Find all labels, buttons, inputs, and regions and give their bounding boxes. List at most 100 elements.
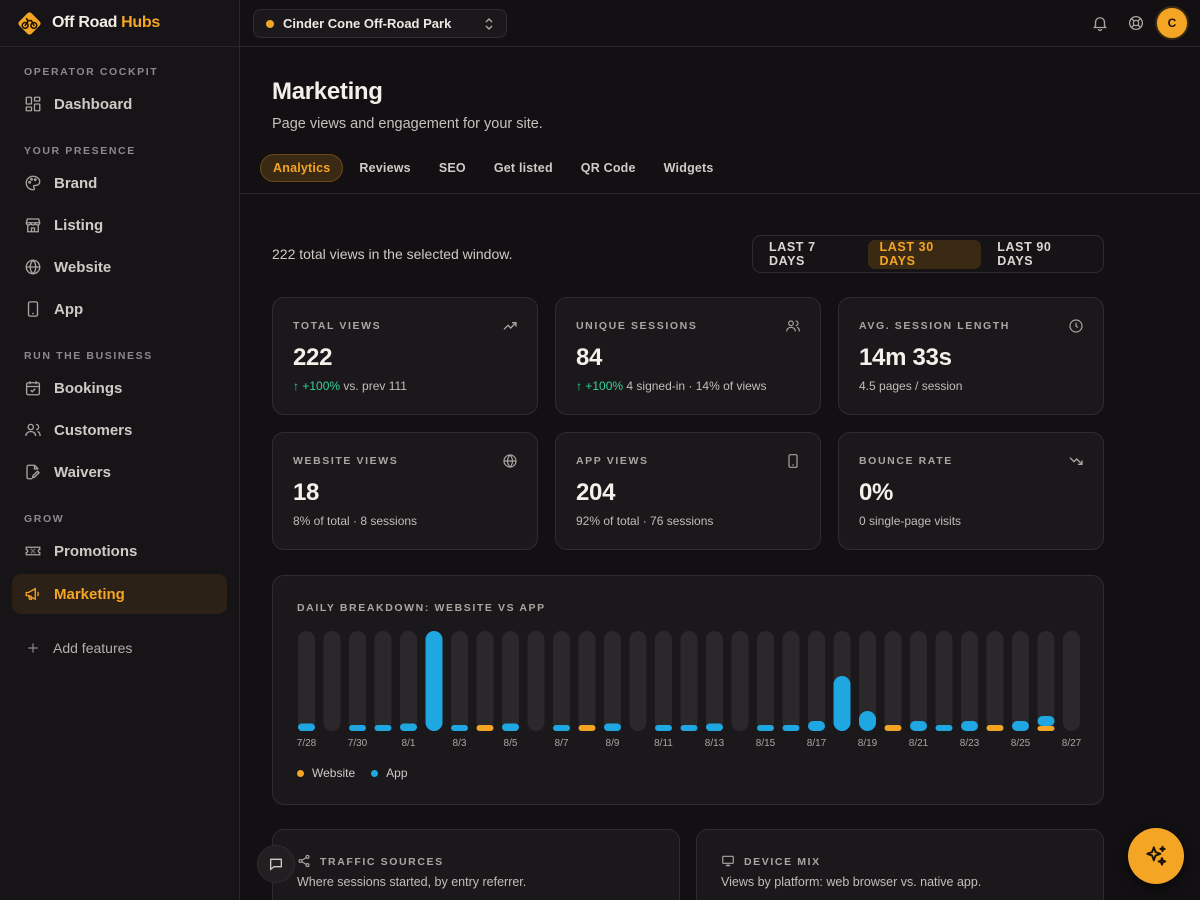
bar-app[interactable] <box>604 723 621 732</box>
bar-app[interactable] <box>349 725 366 731</box>
x-tick-label: 8/13 <box>705 738 725 749</box>
sidebar-item-customers[interactable]: Customers <box>12 410 227 450</box>
bar-app[interactable] <box>757 725 774 731</box>
bar-website[interactable] <box>986 725 1004 731</box>
stat-value: 0% <box>859 479 894 506</box>
bar-app[interactable] <box>655 725 672 731</box>
chart-plot: 7/28 7/30 8/1 8/3 8/5 8/7 8/9 8/11 8/13 8/15 8/17 8… <box>297 631 1082 749</box>
sidebar-item-listing[interactable]: Listing <box>12 205 227 245</box>
bar-track <box>935 631 953 731</box>
stat-delta: ↑ +100% <box>576 379 624 393</box>
stat-note: ↑ +100% vs. prev 111 <box>293 379 407 393</box>
bar-track <box>961 631 978 731</box>
sidebar-item-marketing[interactable]: Marketing <box>12 574 227 614</box>
range-last-7-days[interactable]: LAST 7 DAYS <box>769 240 816 268</box>
site-selector[interactable]: Cinder Cone Off-Road Park <box>253 9 507 38</box>
avatar[interactable]: C <box>1155 6 1189 40</box>
clock-icon <box>1069 319 1083 333</box>
stat-value: 84 <box>576 344 603 371</box>
x-tick-label: 7/28 <box>297 738 317 749</box>
sidebar-item-label: Listing <box>54 216 104 234</box>
bar-app[interactable] <box>706 723 723 732</box>
bar-app[interactable] <box>961 721 978 731</box>
file-sign-icon <box>26 464 40 480</box>
x-tick-label: 8/15 <box>756 738 776 749</box>
sidebar-item-label: Website <box>54 258 112 276</box>
bar-app[interactable] <box>782 725 800 731</box>
tab-get-listed[interactable]: Get listed <box>493 161 553 175</box>
add-features-button[interactable]: Add features <box>12 628 227 668</box>
x-tick-label: 8/23 <box>960 738 980 749</box>
x-tick-label: 8/19 <box>858 738 878 749</box>
bar-track <box>400 631 417 731</box>
help-icon[interactable] <box>1127 14 1145 32</box>
bar-track <box>1037 631 1055 731</box>
bar-website[interactable] <box>884 725 902 731</box>
bar-app[interactable] <box>808 721 825 731</box>
tab-reviews[interactable]: Reviews <box>359 161 411 175</box>
x-tick-label: 8/21 <box>909 738 929 749</box>
chat-button[interactable] <box>257 845 295 883</box>
bar-app[interactable] <box>1037 716 1055 726</box>
bar-app[interactable] <box>298 723 315 732</box>
ai-assistant-button[interactable] <box>1128 828 1184 884</box>
stat-label: BOUNCE RATE <box>859 455 953 467</box>
bar-app[interactable] <box>859 711 876 731</box>
card-title: TRAFFIC SOURCES <box>320 856 444 868</box>
palette-icon <box>25 175 41 191</box>
bar-track <box>1012 631 1029 731</box>
sidebar-item-label: App <box>54 300 84 318</box>
bar-track <box>323 631 341 731</box>
bar-app[interactable] <box>680 725 698 731</box>
page-title: Marketing <box>272 78 383 105</box>
sidebar-item-brand[interactable]: Brand <box>12 163 227 203</box>
tab-analytics[interactable]: Analytics <box>260 154 344 182</box>
bar-app[interactable] <box>374 725 392 731</box>
plus-icon <box>28 643 38 653</box>
calendar-icon <box>25 381 41 396</box>
bar-track <box>451 631 468 731</box>
bell-icon[interactable] <box>1091 14 1109 32</box>
bar-website[interactable] <box>476 725 494 731</box>
tab-widgets[interactable]: Widgets <box>663 161 714 175</box>
bar-app[interactable] <box>425 631 443 731</box>
tab-seo[interactable]: SEO <box>438 161 466 175</box>
bar-app[interactable] <box>400 723 417 732</box>
range-last-30-days[interactable]: LAST 30 DAYS <box>867 239 982 269</box>
sidebar-item-website[interactable]: Website <box>12 247 227 287</box>
sidebar-item-promotions[interactable]: Promotions <box>12 531 227 571</box>
traffic-sources-card: TRAFFIC SOURCES Where sessions started, … <box>272 829 680 900</box>
brand-logo[interactable]: Off Road Hubs <box>16 9 160 37</box>
sidebar-item-waivers[interactable]: Waivers <box>12 452 227 492</box>
bar-app[interactable] <box>910 721 927 731</box>
sidebar-item-app[interactable]: App <box>12 289 227 329</box>
bar-app[interactable] <box>553 725 570 731</box>
bar-track <box>374 631 392 731</box>
stat-card-unique-sessions: UNIQUE SESSIONS 84 ↑ +100% 4 signed-in ·… <box>555 297 821 415</box>
bar-app[interactable] <box>935 725 953 731</box>
bar-app[interactable] <box>1012 721 1029 731</box>
store-icon <box>25 218 41 233</box>
bar-website[interactable] <box>578 725 596 731</box>
range-last-90-days[interactable]: LAST 90 DAYS <box>997 240 1052 268</box>
stat-label: TOTAL VIEWS <box>293 320 382 332</box>
bar-track <box>1063 631 1080 731</box>
trending-up-icon <box>503 322 517 330</box>
sidebar-item-label: Customers <box>54 421 133 439</box>
sidebar: Off Road Hubs OPERATOR COCKPIT Dashboard … <box>0 0 240 900</box>
chart-legend: Website App <box>297 766 408 780</box>
tab-qr-code[interactable]: QR Code <box>580 161 636 175</box>
stat-value: 18 <box>293 479 320 506</box>
x-tick-label: 8/27 <box>1062 738 1082 749</box>
bar-app[interactable] <box>502 723 519 732</box>
date-range-selector: LAST 7 DAYS LAST 30 DAYS LAST 90 DAYS <box>752 235 1104 273</box>
sidebar-item-label: Dashboard <box>54 95 133 113</box>
bar-website[interactable] <box>1037 726 1055 731</box>
nav-section-run-the-business: RUN THE BUSINESS <box>24 350 153 362</box>
daily-breakdown-chart: DAILY BREAKDOWN: WEBSITE VS APP 7/28 7/30… <box>272 575 1104 805</box>
sidebar-item-bookings[interactable]: Bookings <box>12 368 227 408</box>
bar-app[interactable] <box>833 676 851 731</box>
phone-icon <box>788 454 798 468</box>
sidebar-item-dashboard[interactable]: Dashboard <box>12 84 227 124</box>
bar-app[interactable] <box>451 725 468 731</box>
